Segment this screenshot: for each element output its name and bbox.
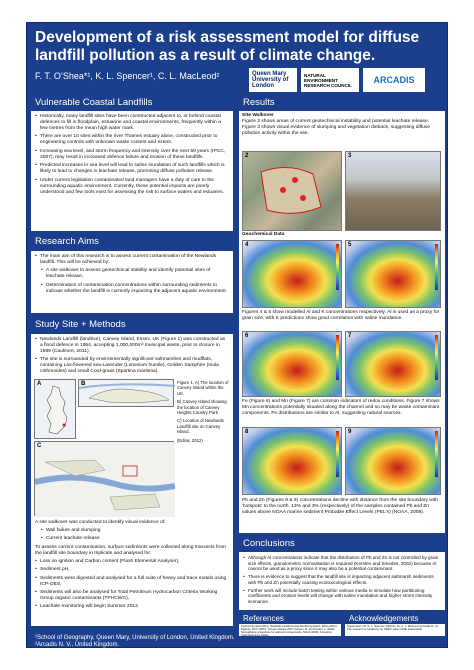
geochem-title: Geochemical Data	[242, 232, 285, 237]
site-heading: Study Site + Methods	[35, 319, 126, 330]
pb-zn-text: Pb and Zn (Figures 8 & 9) concentrations…	[242, 498, 438, 515]
acknowledgements-panel: Supervisors: Dr. K. L. Spencer (QMUL), D…	[345, 624, 445, 636]
uk-location-map: A	[34, 379, 76, 439]
coastal-heading: Vulnerable Coastal Landfills	[35, 97, 153, 108]
conclusions-list: Although Al concentrations indicate that…	[243, 555, 441, 605]
aims-subitem: Determination of contamination concentra…	[41, 283, 229, 295]
aerial-overlay-icon	[260, 167, 322, 214]
coastal-list: Historically, many landfill sites have b…	[35, 114, 229, 196]
figure-1-caption: Figure 1: A) The location of Canvey Isla…	[177, 380, 231, 443]
footer: ¹School of Geography, Queen Mary, Univer…	[35, 635, 241, 656]
conclusion-item: Further work will include batch testing …	[243, 588, 441, 605]
methods-intro: A site walkover was conducted to identif…	[35, 520, 166, 525]
figure-3-photo: 3	[345, 151, 441, 231]
figure-number: 4	[245, 242, 249, 248]
acknowledgements-heading: Acknowledgements	[349, 614, 419, 623]
poster-authors: F. T. O’Shea*¹, K. L. Spencer¹, C. L. Ma…	[35, 71, 220, 81]
map-label-c: C	[37, 443, 42, 449]
caption-a: Figure 1: A) The location of Canvey Isla…	[177, 380, 229, 396]
figure-2-aerial: 2	[242, 151, 342, 231]
figure-5-k-map: 5	[345, 240, 441, 308]
fe-mn-text: Fe (Figure 6) and Mn (Figure 7) are comm…	[242, 399, 440, 416]
results-heading: Results	[243, 97, 275, 108]
figure-number: 7	[348, 333, 352, 339]
figure-6-fe-map: 6	[242, 331, 342, 397]
coastal-panel: Historically, many landfill sites have b…	[31, 111, 233, 231]
affiliations: ¹School of Geography, Queen Mary, Univer…	[35, 635, 235, 648]
caption-c: C) Location of Newlands Landfill site on…	[177, 418, 224, 435]
poster-frame: Development of a risk assessment model f…	[26, 22, 448, 655]
methods-item: Leachate monitoring will begin Summer 20…	[35, 604, 229, 610]
uk-outline-icon	[46, 385, 68, 435]
coastal-item: Increasing sea level, and storm frequenc…	[35, 149, 229, 161]
methods-analysis-list: Loss on ignition and Carbon content (Fla…	[35, 559, 229, 611]
figure-number: 8	[245, 429, 249, 435]
methods-item: Sediments were digested and analysed for…	[35, 576, 229, 588]
map-label-b: B	[81, 381, 86, 387]
coastal-item: There are over 10 sites within the river…	[35, 134, 229, 146]
figure-number: 5	[348, 242, 352, 248]
acknowledgements-text: Supervisors: Dr. K. L. Spencer (QMUL), D…	[347, 624, 439, 632]
site-list: Newlands Landfill (landrise), Canvey Isl…	[35, 337, 229, 375]
references-text: Caulmert Limited (2011). Newlands Landfi…	[241, 625, 338, 636]
corresponding-author: *Corresponding author: f.t.oshea-brown@q…	[35, 649, 176, 655]
figure-8-pb-map: 8	[242, 427, 342, 495]
conclusion-item: There is evidence to suggest that the la…	[243, 574, 441, 585]
conclusion-item: Although Al concentrations indicate that…	[243, 555, 441, 572]
methods-walkover-list: Wall failure and slumping Current leacha…	[35, 528, 229, 542]
al-k-text: Figures 4 & 5 show modelled Al and K con…	[242, 310, 440, 321]
site-map-icon	[34, 442, 176, 517]
aims-subitem: A site walkover to assess geotechnical s…	[41, 268, 229, 280]
coastal-item: Under current legislation contaminated l…	[35, 178, 229, 196]
logo-row: Queen Mary University of London NATURAL …	[249, 68, 425, 92]
site-item: The site is surrounded by environmentall…	[35, 357, 229, 375]
conclusions-heading: Conclusions	[243, 538, 295, 549]
arcadis-logo: ARCADIS	[363, 68, 425, 92]
aims-list: The main aim of this research is to asse…	[35, 254, 229, 295]
canvey-island-map: B	[78, 379, 176, 407]
conclusions-panel: Although Al concentrations indicate that…	[239, 552, 445, 610]
poster-title: Development of a risk assessment model f…	[35, 29, 420, 64]
methods-sampling: To assess current contamination, surface…	[35, 544, 226, 556]
island-outline-icon	[78, 383, 176, 403]
site-panel: Newlands Landfill (landrise), Canvey Isl…	[31, 334, 233, 626]
methods-item: Current leachate release	[41, 536, 229, 542]
newlands-location-map: C	[34, 441, 176, 517]
methods-item: Sediment pH,	[35, 567, 229, 573]
walkover-text: Figure 2 shows areas of current geotechn…	[242, 119, 431, 136]
references-heading: References	[243, 614, 284, 623]
methods-item: Sediments will also be analysed for Tota…	[35, 590, 229, 602]
figure-7-mn-map: 7	[345, 331, 441, 397]
walkover-title: Site Walkover	[242, 113, 274, 118]
aims-item: The main aim of this research is to asse…	[35, 254, 229, 266]
figure-4-al-map: 4	[242, 240, 342, 308]
caption-source: (Edina, 2012)	[177, 437, 203, 443]
qmul-logo: Queen Mary University of London	[249, 68, 297, 92]
aims-heading: Research Aims	[35, 236, 99, 247]
figure-number: 9	[348, 429, 352, 435]
figure-9-zn-map: 9	[345, 427, 441, 495]
references-panel: Caulmert Limited (2011). Newlands Landfi…	[239, 624, 341, 636]
coastal-item: Historically, many landfill sites have b…	[35, 114, 229, 132]
figure-number: 2	[245, 153, 249, 159]
nerc-logo: NATURAL ENVIRONMENT RESEARCH COUNCIL	[301, 68, 359, 92]
figure-number: 3	[348, 153, 352, 159]
figure-number: 6	[245, 333, 249, 339]
methods-item: Loss on ignition and Carbon content (Fla…	[35, 559, 229, 565]
site-text: Newlands Landfill (landrise), Canvey Isl…	[31, 334, 233, 381]
site-item: Newlands Landfill (landrise), Canvey Isl…	[35, 337, 229, 355]
methods-text: A site walkover was conducted to identif…	[35, 520, 229, 613]
aims-panel: The main aim of this research is to asse…	[31, 251, 233, 313]
map-label-a: A	[37, 381, 42, 387]
results-panel: Site Walkover Figure 2 shows areas of cu…	[239, 111, 445, 533]
coastal-item: Predicted increases in sea level will le…	[35, 163, 229, 175]
caption-b: B) Canvey Island showing the location of…	[177, 399, 227, 416]
methods-item: Wall failure and slumping	[41, 528, 229, 534]
